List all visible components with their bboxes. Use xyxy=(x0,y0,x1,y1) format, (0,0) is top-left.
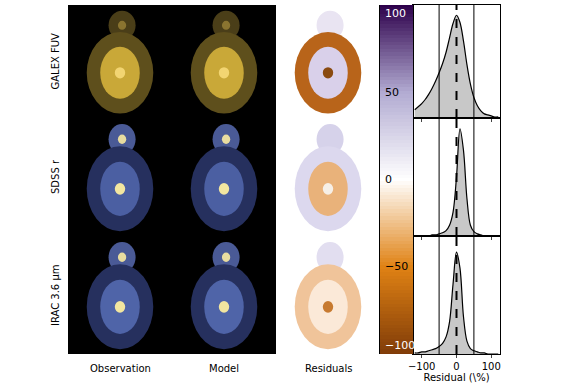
svg-text:−50: −50 xyxy=(385,260,408,273)
svg-text:−100: −100 xyxy=(408,361,435,372)
svg-text:0: 0 xyxy=(385,173,392,186)
svg-text:IRAC 3.6 μm: IRAC 3.6 μm xyxy=(50,264,61,326)
svg-text:GALEX FUV: GALEX FUV xyxy=(50,33,61,90)
svg-text:0: 0 xyxy=(453,361,459,372)
svg-text:100: 100 xyxy=(482,361,501,372)
svg-text:−100: −100 xyxy=(385,339,415,352)
svg-text:Model: Model xyxy=(209,363,239,374)
svg-text:100: 100 xyxy=(385,7,406,20)
svg-text:Residual (\%): Residual (\%) xyxy=(423,372,489,383)
svg-text:SDSS r: SDSS r xyxy=(50,159,61,194)
svg-text:Residuals: Residuals xyxy=(305,363,352,374)
svg-text:50: 50 xyxy=(385,86,399,99)
svg-text:Observation: Observation xyxy=(90,363,151,374)
